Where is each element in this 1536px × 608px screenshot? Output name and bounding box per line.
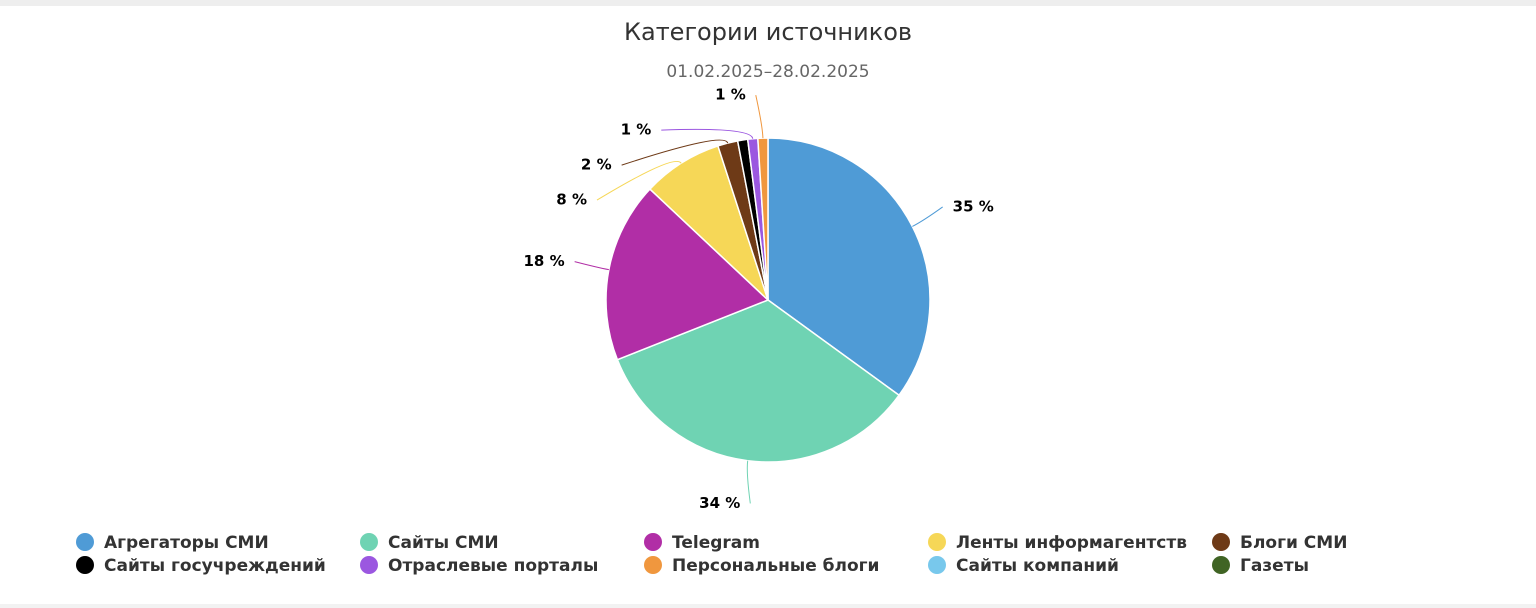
chart-subtitle: 01.02.2025–28.02.2025 — [666, 62, 869, 82]
legend-label: Ленты информагентств — [956, 533, 1187, 553]
legend-label: Персональные блоги — [672, 556, 879, 576]
data-label: 34 % — [699, 494, 740, 512]
pie-slice — [616, 299, 901, 463]
legend-marker — [928, 556, 946, 574]
leader-line — [755, 94, 764, 139]
chart-title: Категории источников — [624, 18, 912, 46]
legend-marker — [1212, 556, 1230, 574]
data-label: 1 % — [621, 121, 652, 139]
legend-marker — [928, 533, 946, 551]
legend-marker — [360, 533, 378, 551]
legend-marker — [360, 556, 378, 574]
legend-marker — [76, 556, 94, 574]
leader-line — [574, 261, 609, 271]
leader-line — [596, 160, 682, 201]
legend-label: Газеты — [1240, 556, 1309, 576]
legend-label: Telegram — [672, 533, 760, 553]
legend-label: Агрегаторы СМИ — [104, 533, 269, 553]
leader-line — [661, 128, 754, 139]
legend-marker — [76, 533, 94, 551]
leader-line — [621, 139, 729, 166]
legend-label: Сайты СМИ — [388, 533, 499, 553]
leader-line — [746, 460, 751, 504]
legend-label: Отраслевые порталы — [388, 556, 598, 576]
bottom-strip — [0, 604, 1536, 608]
legend-marker — [644, 533, 662, 551]
legend-marker — [1212, 533, 1230, 551]
data-label: 35 % — [953, 197, 994, 215]
legend-marker — [644, 556, 662, 574]
data-label: 8 % — [556, 191, 587, 209]
legend-label: Блоги СМИ — [1240, 533, 1347, 553]
legend-label: Сайты госучреждений — [104, 556, 326, 576]
data-label: 18 % — [523, 252, 564, 270]
legend-label: Сайты компаний — [956, 556, 1119, 576]
pie-slice — [757, 137, 769, 301]
top-strip — [0, 0, 1536, 6]
data-label: 1 % — [715, 86, 746, 104]
leader-line — [912, 206, 943, 227]
data-label: 2 % — [581, 156, 612, 174]
